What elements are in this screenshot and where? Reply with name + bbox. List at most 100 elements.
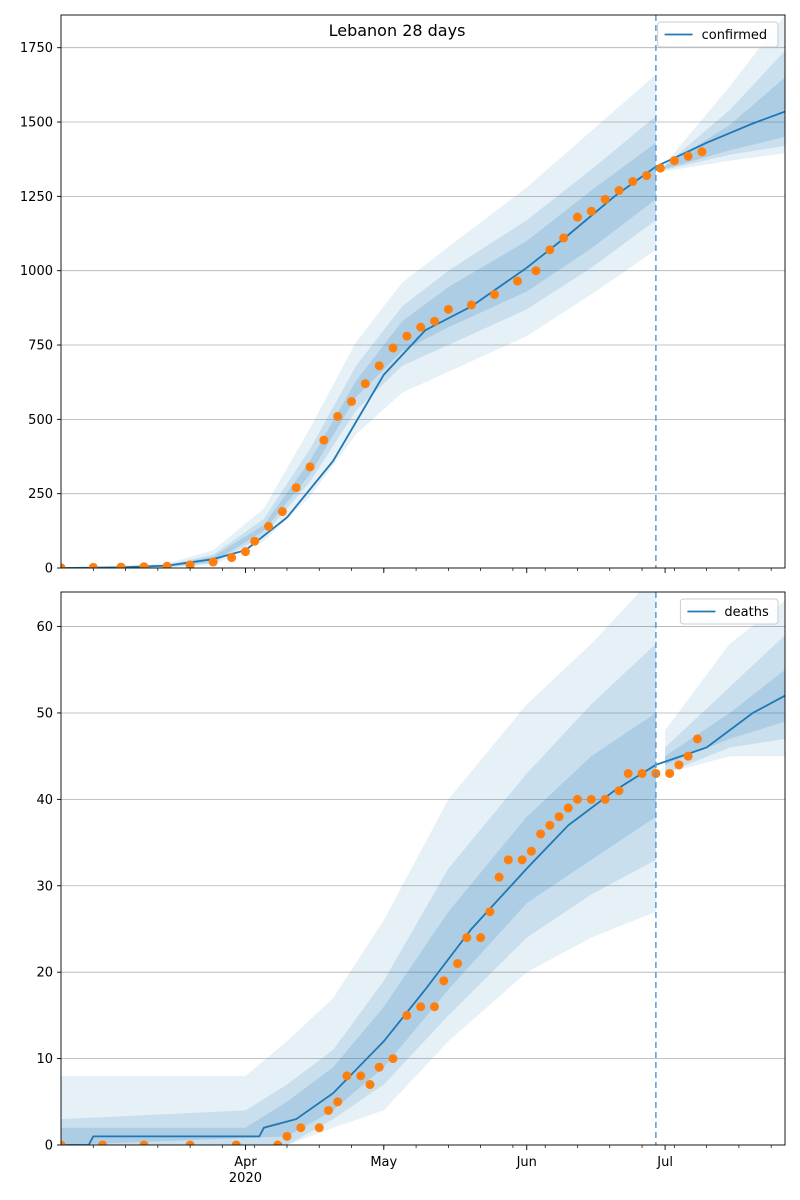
- y-tick-label: 750: [28, 339, 53, 354]
- y-tick-label: 30: [36, 879, 53, 894]
- observed-point: [572, 794, 582, 804]
- observed-point: [416, 322, 426, 332]
- observed-point: [208, 557, 218, 567]
- observed-point: [642, 171, 652, 181]
- observed-point: [264, 521, 274, 531]
- observed-point: [674, 760, 684, 770]
- observed-point: [559, 233, 569, 243]
- uncertainty-band: [61, 592, 656, 1145]
- observed-point: [563, 803, 573, 813]
- uncertainty-band: [61, 713, 656, 1145]
- observed-point: [513, 276, 523, 286]
- observed-point: [683, 751, 693, 761]
- observed-point: [665, 768, 675, 778]
- y-tick-label: 1250: [20, 190, 53, 205]
- observed-point: [614, 185, 624, 195]
- observed-point: [305, 462, 315, 472]
- observed-point: [697, 147, 707, 157]
- y-tick-label: 60: [36, 620, 53, 635]
- observed-point: [416, 1002, 426, 1012]
- observed-point: [139, 562, 149, 568]
- observed-point: [669, 156, 679, 166]
- legend-box: [657, 21, 779, 48]
- observed-point: [623, 768, 633, 778]
- observed-point: [600, 794, 610, 804]
- observed-point: [250, 536, 260, 546]
- observed-point: [503, 855, 513, 865]
- legend-box: [679, 598, 779, 625]
- legend: confirmed: [657, 21, 779, 48]
- y-tick-label: 20: [36, 966, 53, 981]
- y-tick-label: 1750: [20, 41, 53, 56]
- legend-label: deaths: [724, 605, 769, 620]
- y-tick-label: 10: [36, 1052, 53, 1067]
- observed-point: [374, 361, 384, 371]
- observed-point: [314, 1123, 324, 1133]
- observed-point: [342, 1071, 352, 1081]
- observed-point: [185, 1140, 195, 1145]
- observed-point: [356, 1071, 366, 1081]
- observed-point: [572, 212, 582, 222]
- observed-point: [453, 959, 463, 969]
- uncertainty-band: [665, 50, 785, 170]
- x-tick-label: May: [370, 1155, 397, 1170]
- chart-title: Lebanon 28 days: [329, 21, 466, 40]
- axes-frame: [60, 591, 786, 1146]
- observed-point: [637, 768, 647, 778]
- observed-point: [374, 1062, 384, 1072]
- observed-point: [162, 561, 172, 568]
- observed-point: [485, 907, 495, 917]
- y-tick-label: 1000: [20, 264, 53, 279]
- observed-point: [439, 976, 449, 986]
- y-tick-label: 1500: [20, 116, 53, 131]
- observed-point: [347, 397, 357, 407]
- observed-point: [227, 553, 237, 563]
- observed-point: [614, 786, 624, 796]
- observed-point: [388, 1054, 398, 1064]
- observed-point: [494, 872, 504, 882]
- observed-point: [586, 794, 596, 804]
- uncertainty-band: [61, 74, 656, 568]
- observed-point: [466, 300, 476, 310]
- observed-point: [476, 933, 486, 943]
- observed-point: [323, 1105, 333, 1115]
- uncertainty-band: [665, 15, 785, 172]
- axes-frame: [60, 14, 786, 569]
- plot-content: [61, 592, 785, 1145]
- observed-point: [360, 379, 370, 389]
- legend-label: confirmed: [702, 28, 768, 43]
- observed-point: [185, 560, 195, 568]
- observed-point: [231, 1140, 241, 1145]
- observed-point: [61, 1140, 66, 1145]
- observed-point: [545, 245, 555, 255]
- observed-point: [526, 846, 536, 856]
- observed-point: [443, 304, 453, 314]
- observed-point: [98, 1140, 108, 1145]
- observed-point: [61, 563, 66, 568]
- observed-point: [88, 562, 98, 568]
- x-tick-sublabel: 2020: [229, 1171, 262, 1186]
- observed-point: [319, 435, 329, 445]
- observed-point: [402, 1010, 412, 1020]
- uncertainty-band: [61, 643, 656, 1145]
- observed-point: [333, 411, 343, 421]
- observed-point: [462, 933, 472, 943]
- observed-point: [628, 176, 638, 186]
- observed-point: [116, 562, 126, 568]
- observed-point: [402, 331, 412, 341]
- observed-point: [240, 547, 250, 557]
- observed-point: [536, 829, 546, 839]
- observed-point: [296, 1123, 306, 1133]
- x-tick-label: Jun: [516, 1155, 537, 1170]
- observed-point: [600, 194, 610, 204]
- x-tick-label: Apr: [234, 1155, 257, 1170]
- observed-point: [554, 812, 564, 822]
- observed-point: [282, 1131, 292, 1141]
- observed-point: [517, 855, 527, 865]
- observed-point: [430, 1002, 440, 1012]
- observed-point: [655, 163, 665, 173]
- observed-point: [139, 1140, 149, 1145]
- observed-point: [586, 206, 596, 216]
